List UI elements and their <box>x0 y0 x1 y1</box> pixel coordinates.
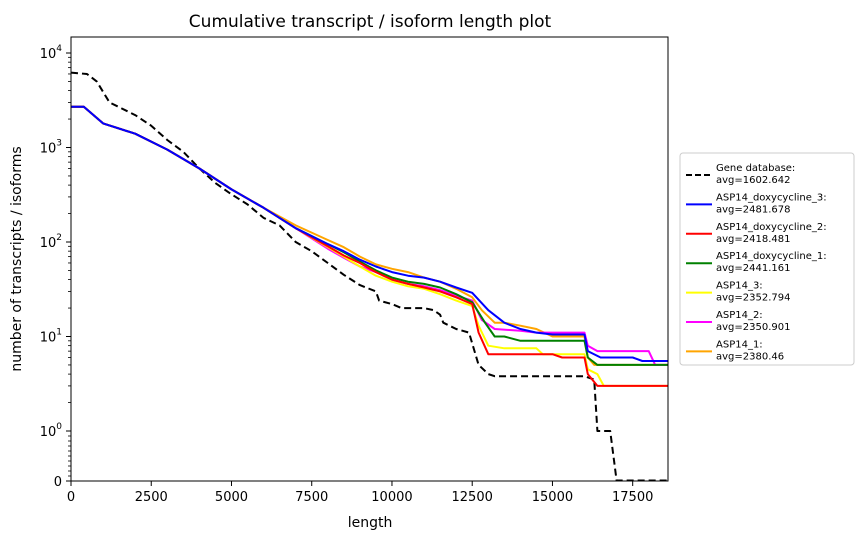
legend-label: ASP14_3: <box>716 281 763 292</box>
legend-box <box>679 152 855 366</box>
legend-avg: avg=2441.161 <box>716 263 791 274</box>
y-axis-label: number of transcripts / isoforms <box>9 146 25 371</box>
x-tick-label: 0 <box>67 490 75 505</box>
x-tick-label: 5000 <box>215 490 248 505</box>
y-tick-label: 0 <box>54 475 62 490</box>
legend-avg: avg=2481.678 <box>716 204 791 215</box>
y-tick-label: 100 <box>40 422 63 440</box>
legend-label: ASP14_doxycycline_2: <box>716 222 827 233</box>
plot-frame <box>70 36 669 482</box>
series-line-5 <box>71 105 668 387</box>
y-tick-label: 104 <box>40 44 63 62</box>
x-tick-label: 17500 <box>612 490 653 505</box>
x-axis-label: length <box>348 515 393 531</box>
series-layer <box>71 71 668 481</box>
legend: Gene database:avg=1602.642 ASP14_doxycycl… <box>679 152 855 366</box>
legend-avg: avg=2352.794 <box>716 293 791 304</box>
legend-label: ASP14_doxycycline_3: <box>716 192 827 203</box>
legend-label: Gene database: <box>716 163 795 174</box>
chart-title: Cumulative transcript / isoform length p… <box>189 12 552 32</box>
x-tick-label: 15000 <box>532 490 573 505</box>
legend-avg: avg=2350.901 <box>716 322 791 333</box>
y-tick-label: 101 <box>40 328 62 346</box>
legend-label: ASP14_1: <box>716 339 763 350</box>
x-tick-label: 10000 <box>371 490 412 505</box>
x-tick-label: 7500 <box>295 490 328 505</box>
legend-label: ASP14_2: <box>716 310 763 321</box>
y-axis: 0 100 101 102 103 104 <box>40 44 71 490</box>
legend-label: ASP14_doxycycline_1: <box>716 251 827 262</box>
legend-avg: avg=1602.642 <box>716 175 791 186</box>
legend-avg: avg=2418.481 <box>716 234 791 245</box>
series-line-3 <box>71 105 668 387</box>
legend-avg: avg=2380.46 <box>716 351 784 362</box>
x-tick-label: 12500 <box>452 490 493 505</box>
x-axis: 0 2500 5000 7500 10000 12500 15000 17500 <box>67 481 653 505</box>
series-line-2 <box>71 105 668 362</box>
x-tick-label: 2500 <box>135 490 168 505</box>
series-line-1 <box>71 71 668 481</box>
y-tick-label: 103 <box>40 139 62 157</box>
y-tick-label: 102 <box>40 233 62 251</box>
